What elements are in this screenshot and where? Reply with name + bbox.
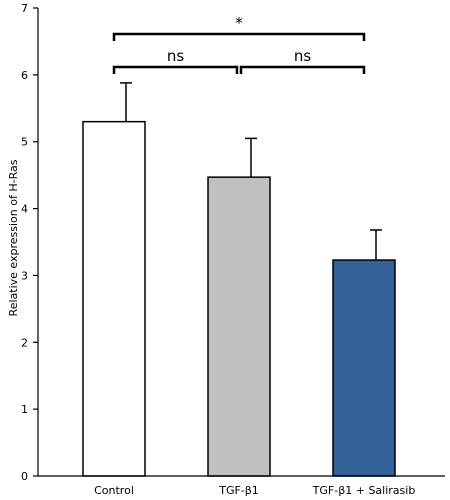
- error-bars: [120, 82, 382, 261]
- y-axis-label: Relative expression of H-Ras: [7, 159, 20, 316]
- y-tick-label-1: 1: [21, 403, 28, 416]
- y-tick-label-3: 3: [21, 269, 28, 282]
- y-axis: 0 1 2 3 4 5 6 7: [21, 2, 39, 483]
- significance-brackets: ns ns *: [112, 14, 366, 74]
- bar-1: [207, 176, 271, 477]
- y-tick-label-0: 0: [21, 470, 28, 483]
- bar-0: [82, 120, 146, 477]
- y-tick-label-5: 5: [21, 136, 28, 149]
- y-tick-label-2: 2: [21, 336, 28, 349]
- x-category-label-2: TGF-β1 + Salirasib: [312, 484, 416, 497]
- x-category-label-0: Control: [94, 484, 134, 497]
- y-tick-label-6: 6: [21, 69, 28, 82]
- bars: [82, 120, 396, 477]
- y-tick-label-4: 4: [21, 203, 28, 216]
- significance-label-0: ns: [167, 47, 185, 65]
- y-tick-label-7: 7: [21, 2, 28, 15]
- significance-label-1: ns: [294, 47, 312, 65]
- x-axis: Control TGF-β1 TGF-β1 + Salirasib: [38, 475, 445, 497]
- x-category-label-1: TGF-β1: [218, 484, 259, 497]
- significance-bracket-1: [239, 65, 366, 74]
- significance-bracket-2: [112, 32, 366, 41]
- significance-bracket-0: [112, 65, 239, 74]
- bar-2: [332, 259, 396, 477]
- significance-label-2: *: [235, 14, 243, 32]
